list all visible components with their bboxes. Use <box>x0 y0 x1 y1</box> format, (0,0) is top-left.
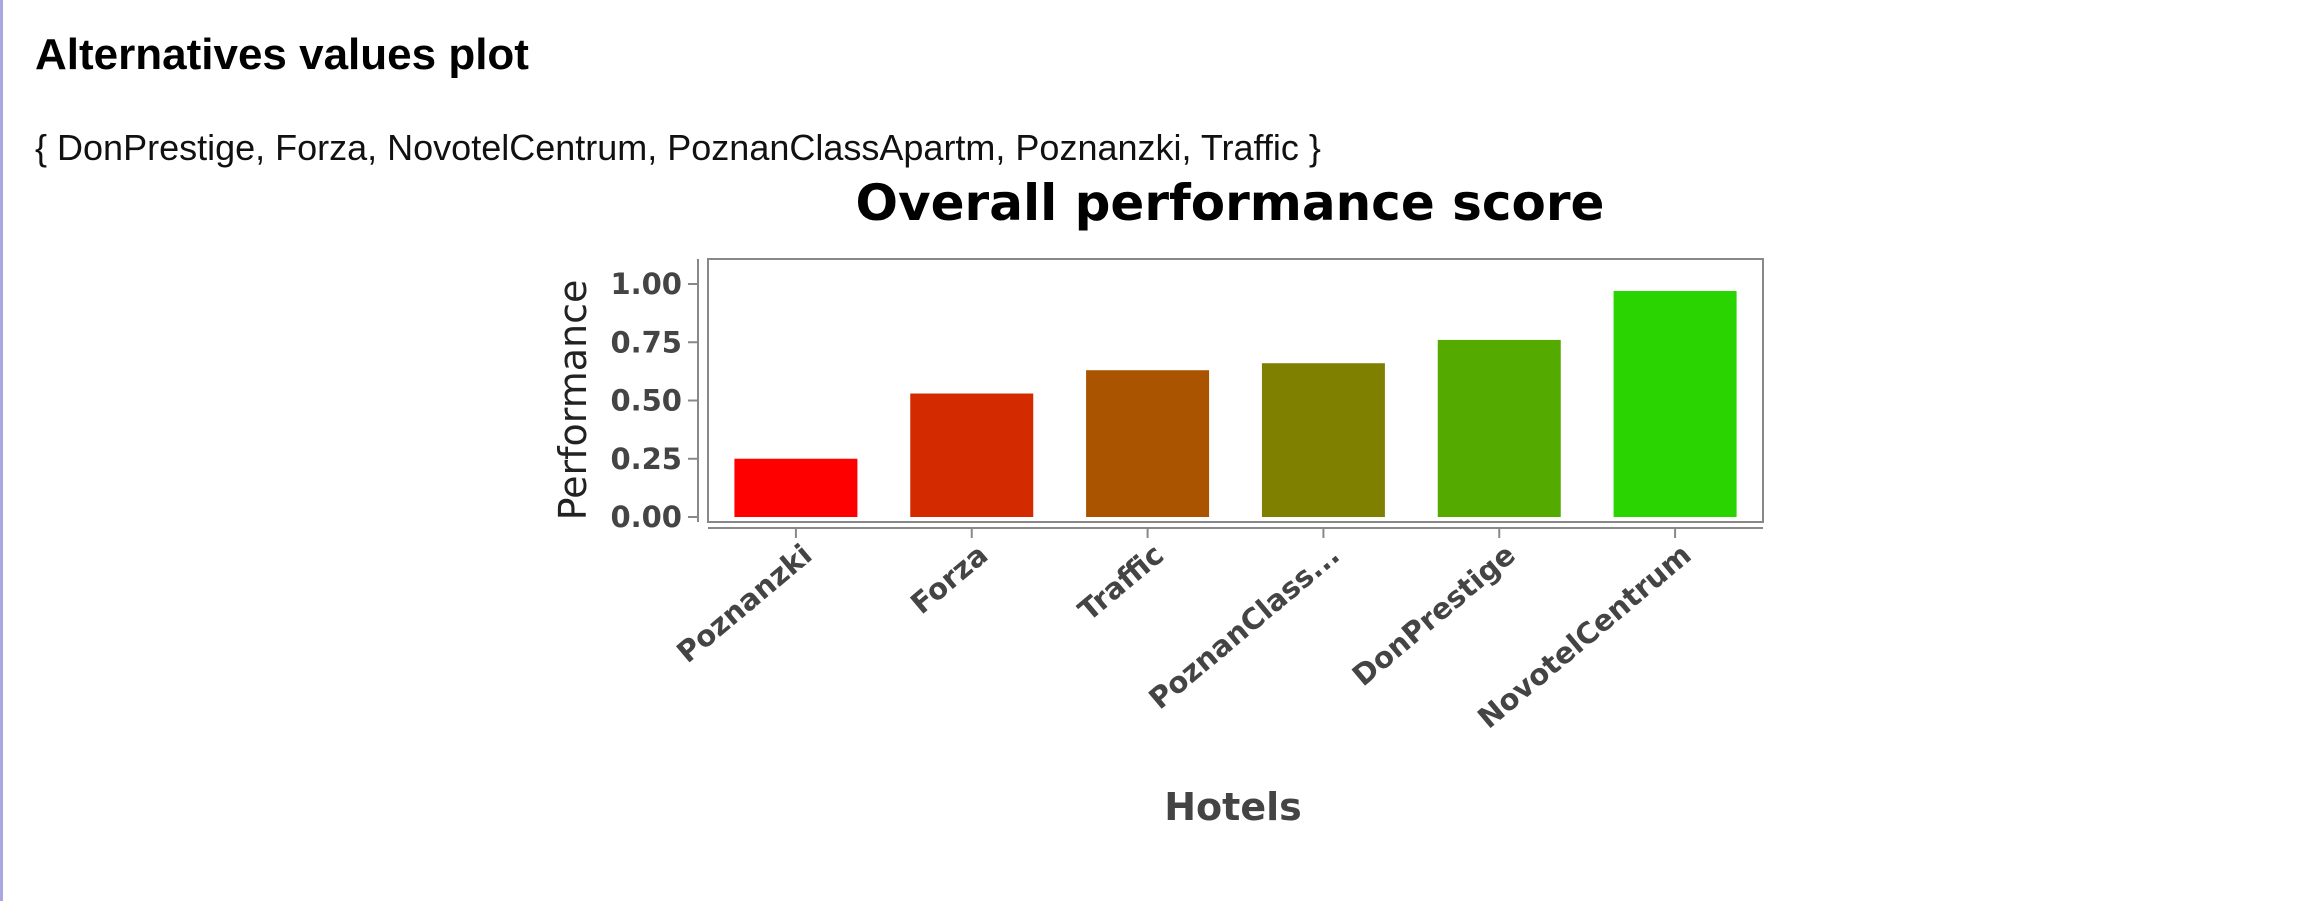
bars <box>734 290 1737 517</box>
y-ticks: 0.00 0.25 0.50 0.75 1.00 <box>610 267 698 534</box>
bar-3 <box>1261 363 1385 517</box>
bar-1 <box>910 393 1034 517</box>
alternatives-set: { DonPrestige, Forza, NovotelCentrum, Po… <box>35 127 1321 168</box>
bar-4 <box>1437 339 1561 517</box>
y-tick-label: 0.00 <box>610 500 682 534</box>
y-tick-label: 0.50 <box>610 384 682 418</box>
x-tick-label: Forza <box>904 537 994 620</box>
y-tick-label: 1.00 <box>610 267 682 301</box>
y-tick-label: 0.25 <box>610 442 682 476</box>
y-axis-title: Performance <box>551 280 595 521</box>
page-heading: Alternatives values plot <box>35 30 529 79</box>
x-tick-label: PoznanClass... <box>1142 537 1346 716</box>
left-border <box>0 0 3 901</box>
plot-frame <box>707 258 1764 523</box>
x-tick-label: Poznanzki <box>670 537 818 669</box>
x-axis-title: Hotels <box>1164 785 1302 829</box>
chart-title: Overall performance score <box>856 174 1605 232</box>
y-tick-label: 0.75 <box>610 325 682 359</box>
x-tick-label: Traffic <box>1072 537 1170 627</box>
bar-2 <box>1086 370 1210 517</box>
bar-5 <box>1613 290 1737 517</box>
x-tick-label: DonPrestige <box>1346 537 1522 692</box>
bar-0 <box>734 458 858 517</box>
